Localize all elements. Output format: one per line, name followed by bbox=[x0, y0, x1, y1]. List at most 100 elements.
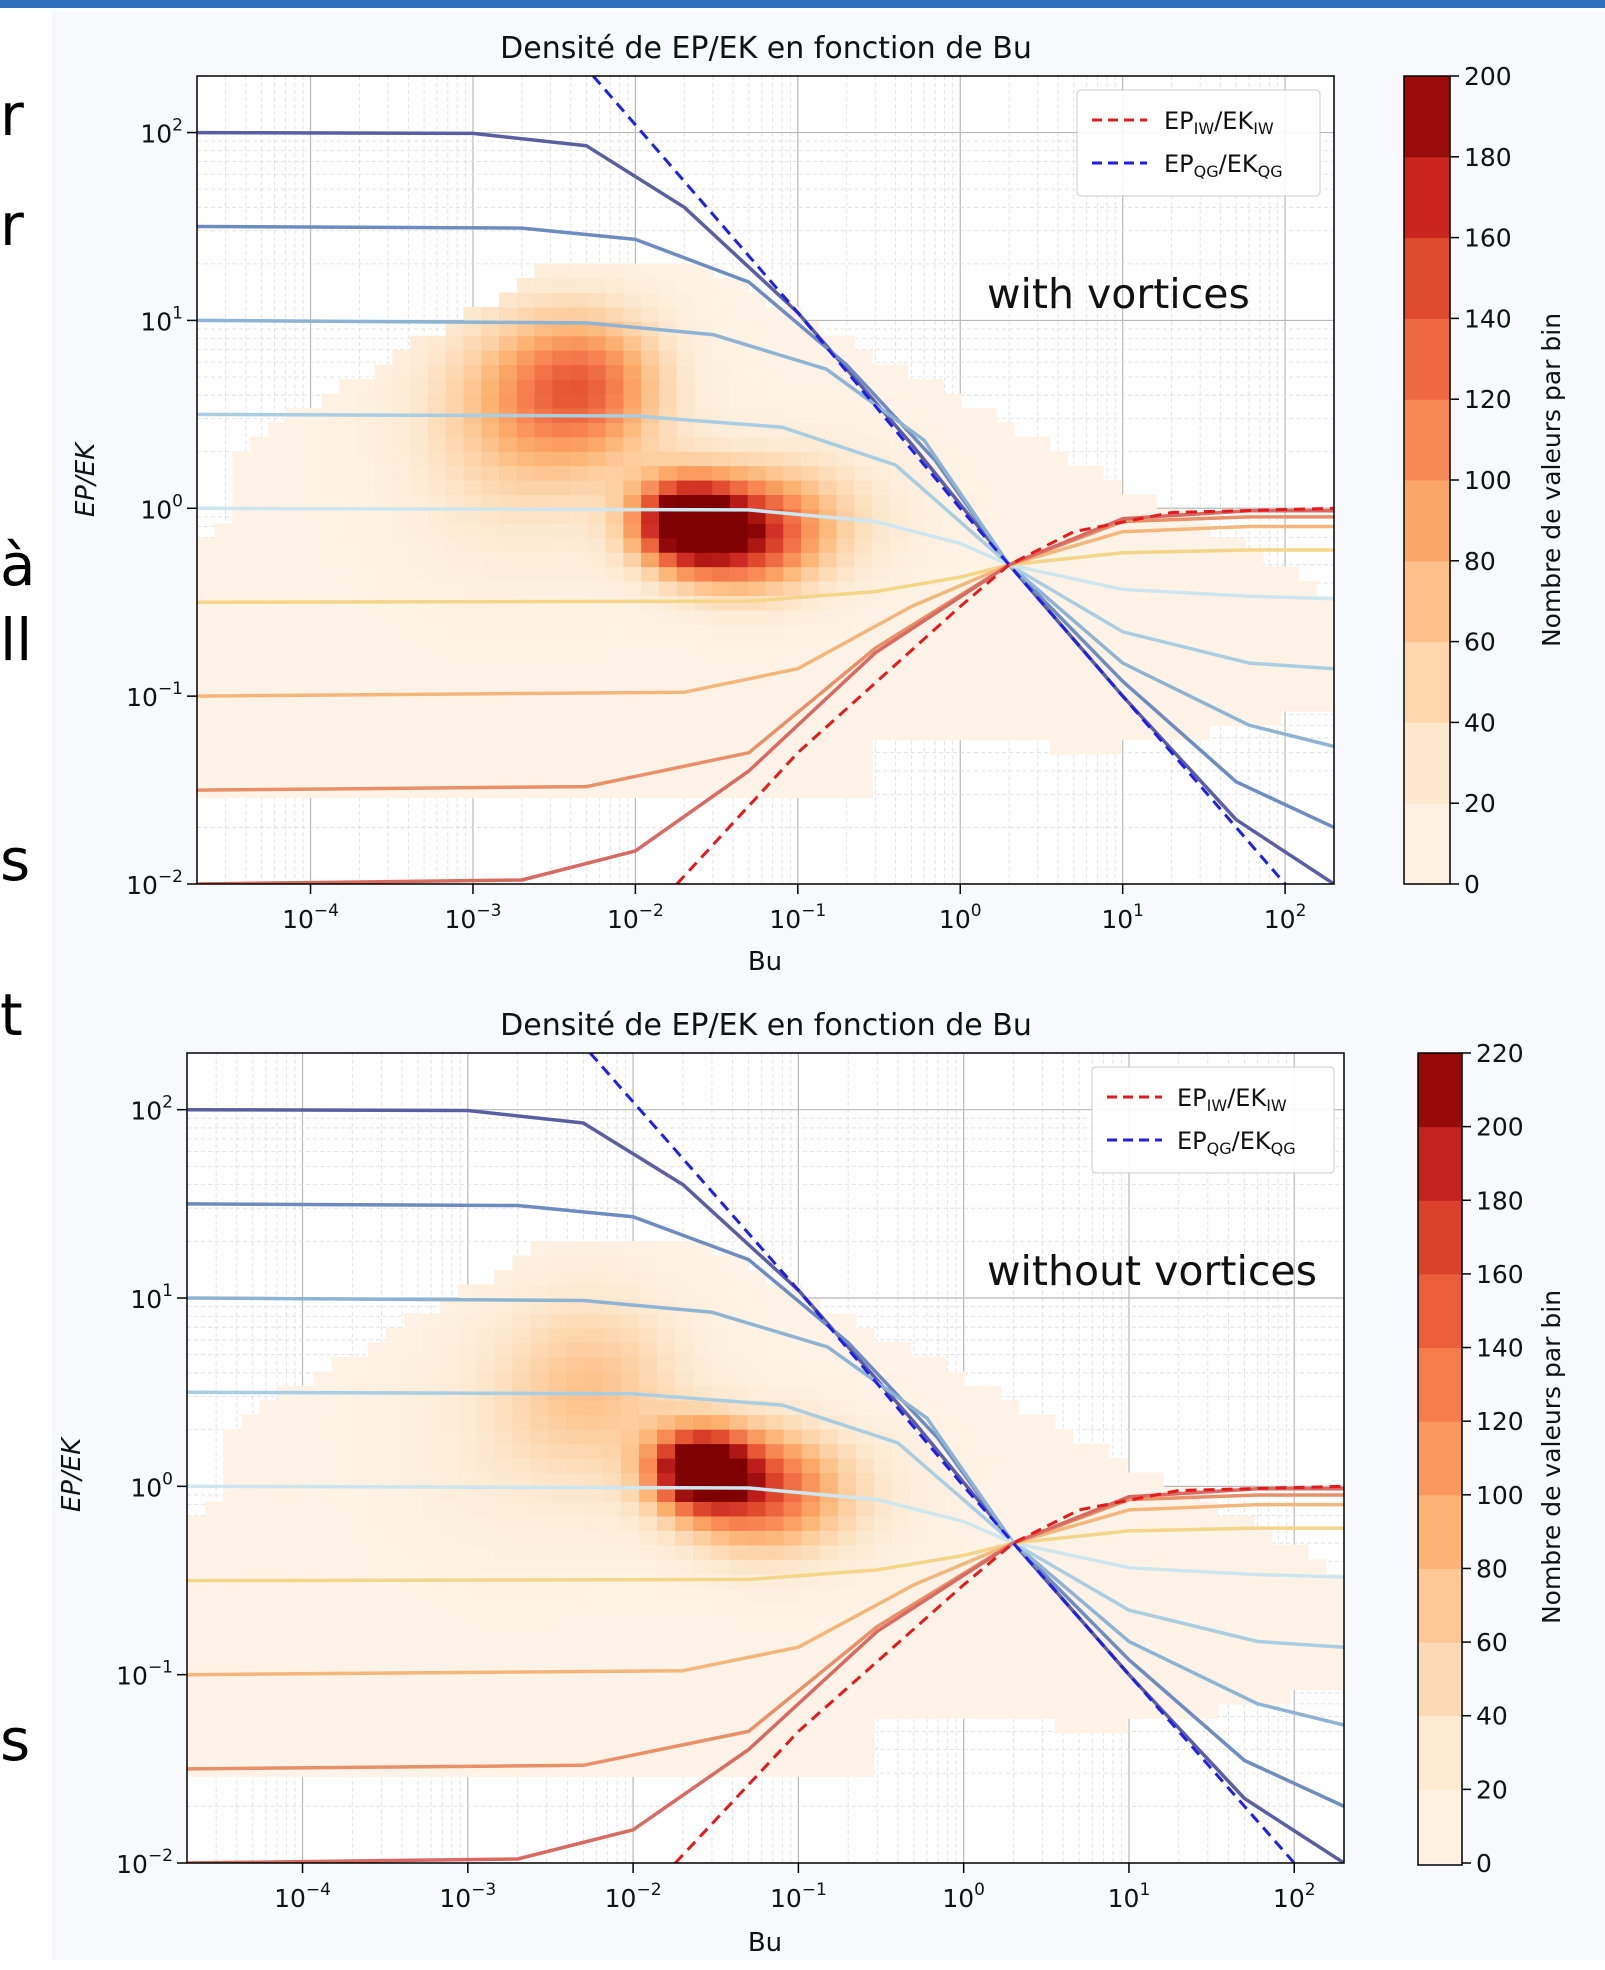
density-bin bbox=[925, 624, 944, 640]
density-bin bbox=[928, 1530, 947, 1546]
density-bin bbox=[250, 624, 269, 640]
density-bin bbox=[978, 407, 998, 423]
density-bin bbox=[499, 581, 518, 597]
colorbar-band bbox=[1418, 1053, 1462, 1128]
density-bin bbox=[570, 436, 589, 452]
density-bin bbox=[268, 768, 287, 784]
density-bin bbox=[494, 1313, 514, 1329]
density-bin bbox=[427, 508, 447, 524]
density-bin bbox=[658, 393, 678, 409]
density-bin bbox=[552, 768, 571, 784]
density-bin bbox=[241, 1530, 260, 1546]
density-bin bbox=[1049, 739, 1069, 755]
density-bin bbox=[392, 739, 411, 755]
density-bin bbox=[268, 682, 287, 698]
density-bin bbox=[214, 566, 234, 582]
density-bin bbox=[638, 1443, 658, 1459]
density-bin bbox=[481, 335, 500, 351]
y-tick-label: 10−2 bbox=[126, 867, 183, 900]
density-bin bbox=[392, 537, 411, 553]
density-bin bbox=[943, 696, 962, 712]
density-bin bbox=[1072, 1718, 1092, 1734]
density-bin bbox=[313, 1559, 333, 1575]
density-bin bbox=[676, 696, 696, 712]
density-bin bbox=[729, 1342, 749, 1358]
density-bin bbox=[1191, 653, 1211, 669]
density-bin bbox=[928, 1458, 947, 1474]
density-bin bbox=[476, 1356, 495, 1372]
density-bin bbox=[623, 436, 642, 452]
density-bin bbox=[458, 1486, 477, 1502]
density-bin bbox=[499, 350, 518, 366]
density-bin bbox=[873, 1501, 893, 1517]
density-bin bbox=[605, 508, 624, 524]
density-bin bbox=[623, 653, 642, 669]
density-bin bbox=[445, 508, 465, 524]
density-bin bbox=[268, 552, 287, 568]
density-bin bbox=[946, 1674, 965, 1691]
y-tick-label: 100 bbox=[140, 491, 183, 524]
density-bin bbox=[1067, 581, 1086, 597]
density-bin bbox=[1018, 1414, 1038, 1430]
density-bin bbox=[907, 537, 926, 553]
density-bin bbox=[268, 451, 287, 467]
density-bin bbox=[910, 1458, 929, 1474]
density-bin bbox=[729, 364, 749, 380]
density-bin bbox=[765, 1530, 785, 1546]
density-bin bbox=[440, 1458, 459, 1474]
density-bin bbox=[801, 1689, 821, 1705]
density-bin bbox=[277, 1400, 297, 1416]
density-bin bbox=[1018, 1602, 1038, 1618]
density-bin bbox=[765, 609, 784, 625]
density-bin bbox=[1120, 710, 1140, 726]
density-bin bbox=[1156, 624, 1175, 640]
density-bin bbox=[729, 1660, 749, 1676]
density-bin bbox=[602, 1660, 622, 1676]
density-bin bbox=[481, 783, 500, 799]
colorbar-band bbox=[1404, 722, 1450, 804]
density-bin bbox=[516, 696, 536, 712]
density-bin bbox=[331, 1689, 351, 1705]
density-bin bbox=[819, 1458, 839, 1474]
density-bin bbox=[657, 1356, 676, 1372]
density-bin bbox=[910, 1674, 929, 1691]
density-bin bbox=[1289, 1617, 1309, 1633]
density-bin bbox=[241, 1747, 260, 1763]
x-tick-label: 102 bbox=[1273, 1880, 1316, 1913]
density-bin bbox=[1036, 1472, 1056, 1488]
density-bin bbox=[463, 480, 482, 496]
density-bin bbox=[982, 1458, 1002, 1474]
density-bin bbox=[910, 1356, 929, 1372]
density-bin bbox=[422, 1429, 441, 1445]
density-bin bbox=[1245, 581, 1264, 597]
density-bin bbox=[1127, 1530, 1146, 1546]
density-bin bbox=[463, 783, 482, 799]
density-bin bbox=[295, 1674, 315, 1691]
density-bin bbox=[356, 783, 376, 799]
density-bin bbox=[747, 1761, 767, 1777]
density-bin bbox=[516, 754, 536, 770]
density-bin bbox=[765, 1588, 785, 1604]
density-bin bbox=[1298, 624, 1317, 640]
density-bin bbox=[620, 1646, 640, 1662]
density-bin bbox=[530, 1588, 550, 1604]
density-bin bbox=[331, 1602, 351, 1618]
density-bin bbox=[623, 566, 642, 582]
density-bin bbox=[960, 624, 980, 640]
density-bin bbox=[1085, 710, 1104, 726]
density-bin bbox=[783, 1631, 803, 1647]
density-bin bbox=[620, 1631, 640, 1647]
density-bin bbox=[232, 768, 251, 784]
density-bin bbox=[1253, 1530, 1273, 1546]
y-tick-label: 102 bbox=[140, 116, 183, 149]
density-bin bbox=[605, 638, 624, 654]
density-bin bbox=[570, 393, 589, 409]
density-bin bbox=[1209, 595, 1229, 611]
density-bin bbox=[530, 1747, 550, 1763]
density-bin bbox=[657, 1414, 676, 1430]
density-bin bbox=[602, 1458, 622, 1474]
density-bin bbox=[783, 1732, 803, 1748]
density-bin bbox=[1049, 696, 1069, 712]
density-bin bbox=[694, 379, 713, 395]
density-bin bbox=[1298, 667, 1317, 683]
